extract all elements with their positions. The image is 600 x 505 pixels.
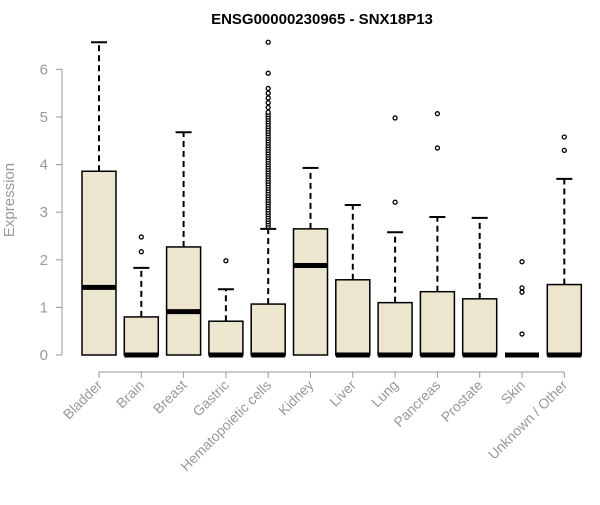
outlier-point bbox=[434, 111, 441, 117]
box-rect bbox=[123, 316, 160, 356]
box-skin bbox=[505, 259, 539, 358]
box-rect bbox=[546, 283, 583, 356]
outlier-point bbox=[265, 39, 271, 45]
x-tick-label: Bladder bbox=[60, 377, 106, 423]
box-rect bbox=[335, 279, 371, 356]
outlier-point bbox=[265, 104, 271, 111]
outlier-point bbox=[223, 258, 229, 264]
y-tick-label: 3 bbox=[40, 204, 48, 221]
outlier-point bbox=[265, 85, 271, 92]
box-rect bbox=[377, 301, 413, 356]
box-prostate bbox=[461, 216, 498, 358]
box-rect bbox=[208, 320, 244, 356]
outlier-point bbox=[561, 147, 567, 153]
outlier-point bbox=[519, 289, 525, 295]
box-brain bbox=[123, 234, 160, 358]
outlier-point bbox=[392, 199, 398, 205]
x-tick-label: Unknown / Other bbox=[485, 377, 571, 463]
y-tick-label: 6 bbox=[40, 61, 48, 78]
x-tick-label: Breast bbox=[150, 377, 190, 417]
box-hematopoietic-cells bbox=[250, 39, 286, 358]
outlier-point bbox=[392, 115, 398, 121]
box-breast bbox=[165, 131, 202, 356]
outlier-point bbox=[519, 331, 525, 337]
box-lung bbox=[377, 115, 413, 358]
x-tick-label: Pancreas bbox=[390, 377, 443, 430]
box-rect bbox=[81, 170, 117, 356]
y-tick-label: 1 bbox=[40, 299, 48, 316]
box-unknown-other bbox=[546, 134, 583, 358]
box-gastric bbox=[208, 258, 244, 358]
outlier-point bbox=[561, 134, 567, 140]
x-tick-label: Prostate bbox=[438, 377, 486, 425]
box-rect bbox=[419, 290, 456, 356]
box-rect bbox=[461, 298, 498, 356]
box-rect bbox=[250, 303, 286, 356]
y-tick-label: 4 bbox=[40, 157, 48, 174]
y-axis: 0 1 2 3 4 5 6 bbox=[40, 61, 63, 364]
x-tick-label: Skin bbox=[498, 377, 529, 408]
x-tick-label: Lung bbox=[368, 377, 401, 410]
outlier-point bbox=[265, 90, 271, 96]
outlier-point bbox=[265, 95, 271, 101]
box-liver bbox=[335, 204, 371, 358]
x-tick-label: Brain bbox=[113, 377, 147, 411]
outlier-point bbox=[138, 249, 144, 255]
x-tick-label: Kidney bbox=[275, 377, 317, 419]
box-bladder bbox=[81, 41, 117, 356]
plot-area bbox=[81, 39, 583, 358]
box-rect bbox=[165, 246, 202, 356]
box-kidney bbox=[292, 166, 329, 356]
y-tick-label: 0 bbox=[40, 347, 48, 364]
outlier-point bbox=[265, 100, 271, 106]
outlier-point bbox=[519, 285, 525, 291]
y-tick-label: 5 bbox=[40, 109, 48, 126]
x-tick-label: Liver bbox=[326, 377, 359, 410]
chart-title: ENSG00000230965 - SNX18P13 bbox=[211, 11, 433, 28]
outlier-point bbox=[519, 259, 525, 265]
y-axis-label: Expression bbox=[1, 163, 18, 237]
y-tick-label: 2 bbox=[40, 252, 48, 269]
box-rect bbox=[292, 228, 329, 356]
outlier-point bbox=[265, 109, 271, 115]
outlier-point bbox=[138, 234, 144, 240]
box-pancreas bbox=[419, 111, 456, 358]
outlier-point bbox=[434, 145, 441, 151]
outlier-point bbox=[265, 70, 271, 76]
